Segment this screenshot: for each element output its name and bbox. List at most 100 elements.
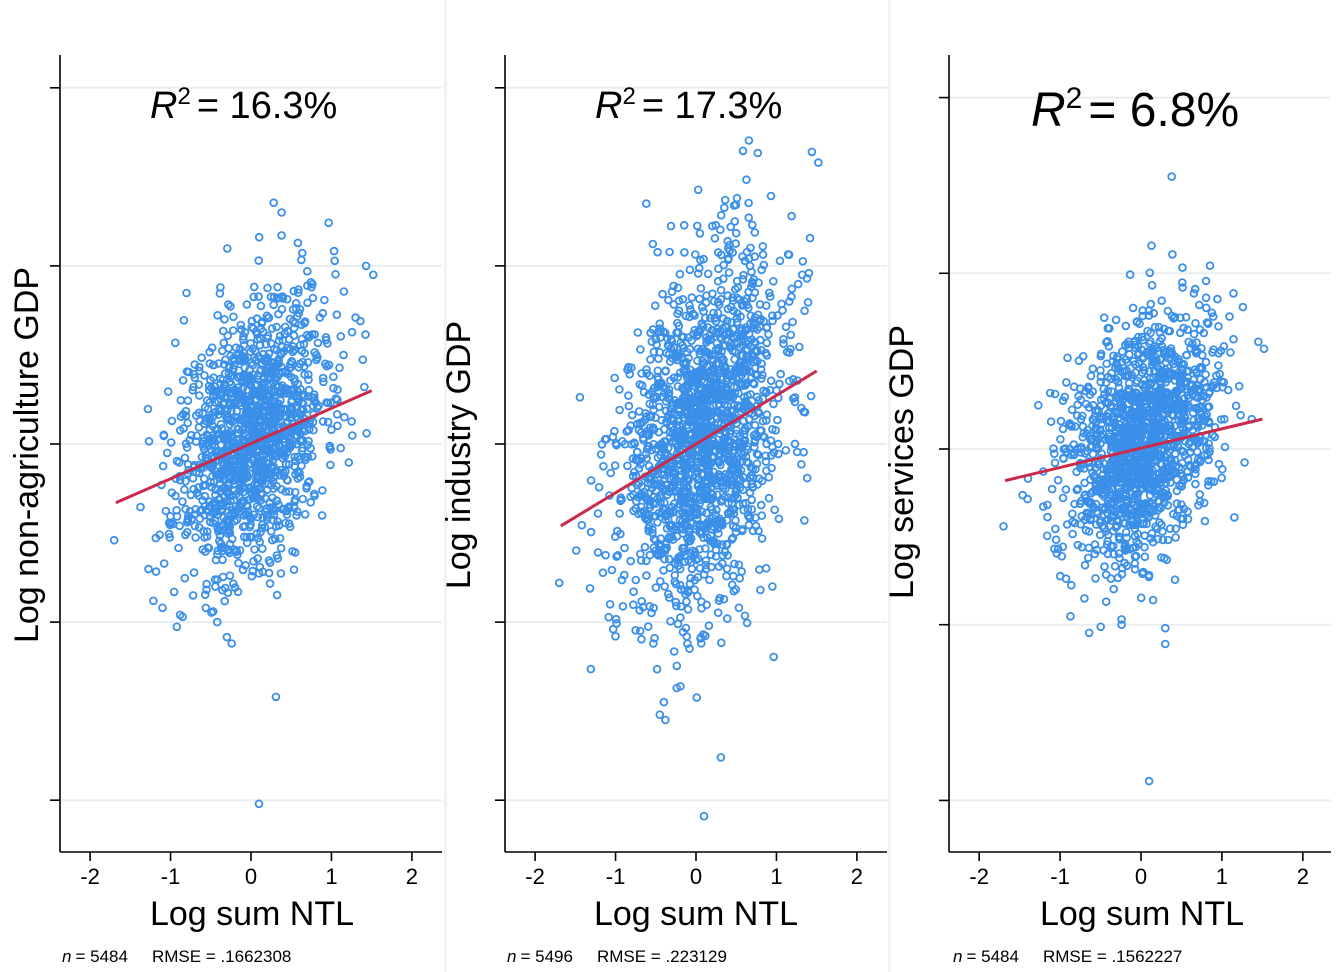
data-point <box>680 521 689 530</box>
data-point <box>269 472 278 482</box>
data-point <box>713 407 723 417</box>
data-point <box>1151 433 1161 443</box>
data-point <box>254 799 264 809</box>
data-point <box>681 551 690 561</box>
data-point <box>179 424 188 433</box>
data-point <box>1201 357 1211 367</box>
data-point <box>807 147 817 157</box>
data-point <box>285 314 295 324</box>
data-point <box>1138 483 1148 493</box>
data-point <box>607 565 617 575</box>
data-point <box>1181 312 1191 322</box>
data-point <box>1072 411 1082 420</box>
data-point <box>1148 595 1158 605</box>
data-point <box>305 331 315 341</box>
data-point <box>738 329 747 339</box>
data-point <box>748 378 758 388</box>
data-point <box>298 357 307 367</box>
data-point <box>1110 561 1120 571</box>
data-point <box>189 369 199 379</box>
data-point <box>636 345 645 354</box>
data-point <box>1108 461 1118 471</box>
data-point <box>1174 481 1184 491</box>
data-point <box>333 421 342 431</box>
data-point <box>1177 360 1187 369</box>
data-point <box>690 381 700 391</box>
data-point <box>347 327 357 337</box>
data-point <box>802 274 812 283</box>
data-point <box>685 265 695 275</box>
data-point <box>1138 451 1148 461</box>
data-point <box>744 198 753 208</box>
data-point <box>695 263 704 273</box>
data-point <box>647 387 657 397</box>
data-point <box>692 693 702 702</box>
data-point <box>246 339 255 348</box>
data-point <box>706 550 716 559</box>
data-point <box>205 359 215 368</box>
data-point <box>598 568 608 577</box>
data-point <box>643 622 653 631</box>
data-point <box>292 507 302 516</box>
data-point <box>230 583 240 592</box>
data-point <box>681 402 691 412</box>
data-point <box>325 441 335 451</box>
data-point <box>719 203 729 213</box>
data-point <box>172 622 182 632</box>
data-point <box>748 293 757 303</box>
data-point <box>1141 408 1151 418</box>
data-point <box>1117 615 1126 624</box>
data-point <box>270 375 280 385</box>
data-point <box>643 441 653 451</box>
data-point <box>705 494 715 504</box>
data-point <box>198 481 208 491</box>
data-point <box>696 633 706 642</box>
data-point <box>706 334 716 344</box>
data-point <box>709 326 718 336</box>
data-point <box>717 540 727 549</box>
data-point <box>669 478 679 487</box>
data-point <box>228 460 237 470</box>
data-point <box>1138 354 1147 363</box>
data-point <box>287 395 297 405</box>
data-point <box>1115 553 1124 563</box>
data-point <box>695 294 704 304</box>
data-point <box>1157 366 1166 376</box>
data-point <box>174 543 183 553</box>
data-point <box>693 554 703 563</box>
data-point <box>277 208 286 217</box>
data-point <box>1045 388 1055 398</box>
data-point <box>257 318 267 327</box>
data-point <box>620 439 630 449</box>
data-point <box>767 463 776 473</box>
data-point <box>669 373 679 383</box>
data-point <box>1183 455 1193 465</box>
data-point <box>1049 444 1058 453</box>
data-point <box>1155 412 1164 422</box>
data-point <box>718 274 728 284</box>
data-point <box>272 590 282 600</box>
data-point <box>229 486 239 496</box>
data-point <box>182 527 192 537</box>
data-point <box>685 312 694 322</box>
data-point <box>219 461 228 470</box>
data-point <box>788 317 797 327</box>
data-point <box>650 301 660 311</box>
data-point <box>633 447 642 457</box>
data-point <box>759 386 768 396</box>
data-point <box>179 315 189 325</box>
data-point <box>239 348 248 358</box>
data-point <box>1067 405 1077 415</box>
data-point <box>764 493 774 503</box>
data-point <box>1144 311 1154 320</box>
data-point <box>1159 553 1169 563</box>
x-axis-title: Log sum NTL <box>594 895 798 933</box>
data-point <box>1208 312 1218 321</box>
data-point <box>1202 318 1212 327</box>
data-point <box>1106 402 1115 412</box>
data-point <box>251 381 260 390</box>
data-point <box>143 404 153 414</box>
data-point <box>1217 377 1227 387</box>
data-point <box>1204 476 1213 486</box>
data-point <box>747 220 757 230</box>
